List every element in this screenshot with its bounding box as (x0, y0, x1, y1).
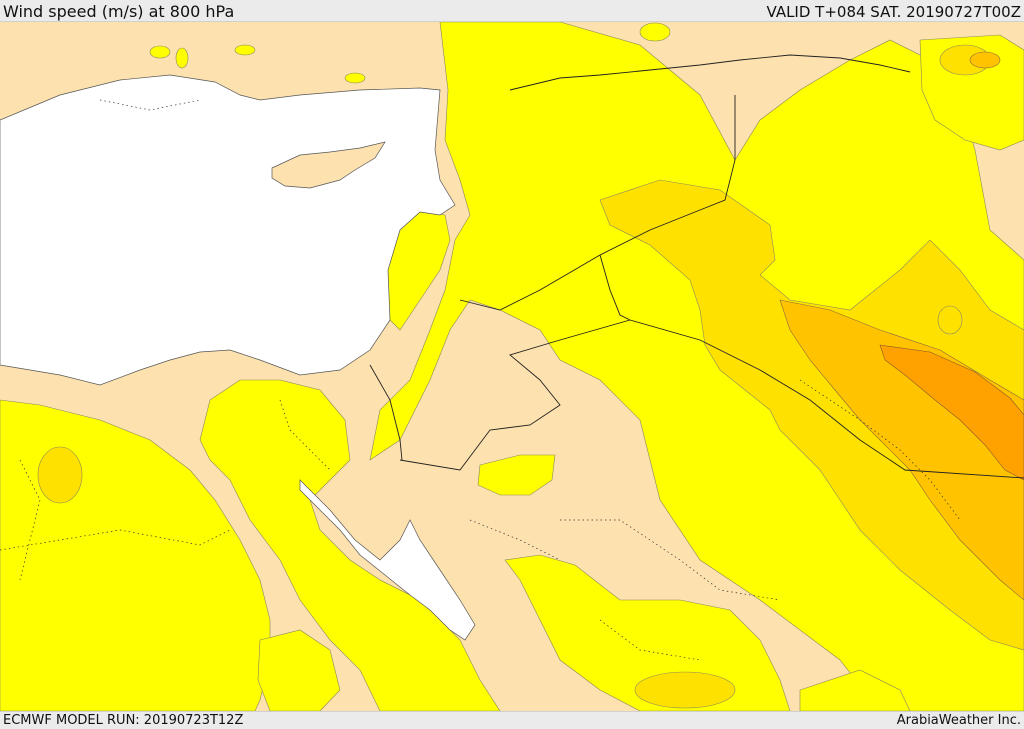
map-title: Wind speed (m/s) at 800 hPa (3, 2, 235, 21)
country-borders (369, 54, 1024, 479)
red-sea (299, 479, 476, 641)
credit-label: ArabiaWeather Inc. (896, 713, 1021, 728)
wind-band-4 (879, 344, 1024, 481)
sea-areas (0, 74, 476, 641)
valid-time-label: VALID T+084 SAT. 20190727T00Z (766, 3, 1021, 21)
model-run-label: ECMWF MODEL RUN: 20190723T12Z (3, 713, 244, 728)
province-borders (0, 99, 961, 661)
footer-bar: ECMWF MODEL RUN: 20190723T12Z ArabiaWeat… (0, 711, 1024, 729)
header-bar: Wind speed (m/s) at 800 hPa VALID T+084 … (0, 0, 1024, 22)
cyprus-island (271, 141, 386, 189)
wind-band-2 (37, 44, 1024, 709)
wind-speed-map (0, 22, 1024, 711)
